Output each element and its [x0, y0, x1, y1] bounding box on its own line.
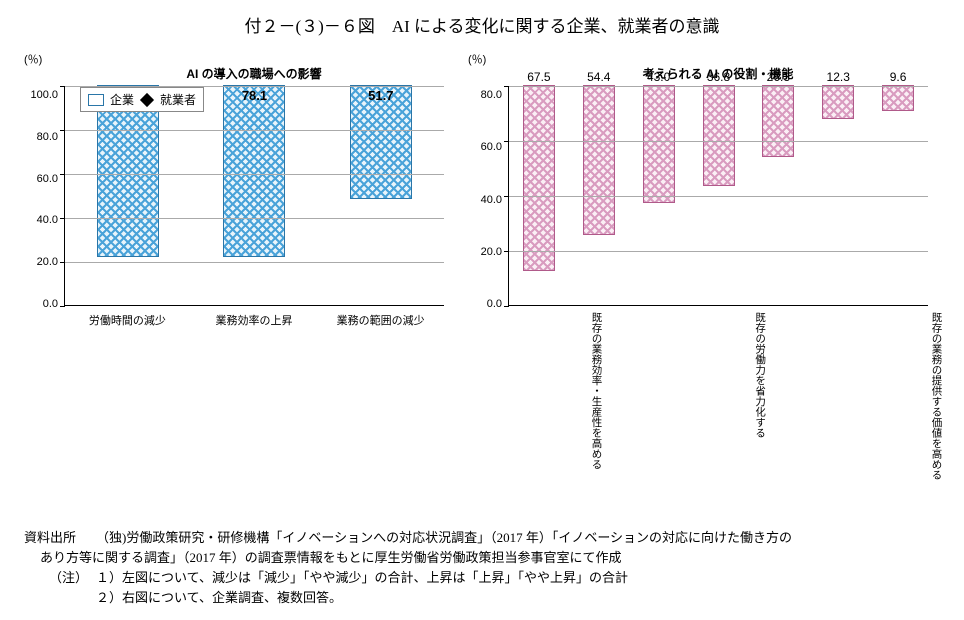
y-tick: 60.0: [468, 142, 502, 153]
x-category-label: 労働時間の減少: [64, 306, 191, 328]
right-plot: 67.5 54.4 43.0 36.8 26.3 12.3 9.6: [508, 86, 928, 306]
role-bar: 9.6: [882, 85, 914, 111]
y-tick: 20.0: [24, 257, 58, 268]
left-y-axis: 100.080.060.040.020.00.0: [24, 86, 64, 306]
left-plot: 83.478.179.478.170.251.7: [64, 86, 444, 306]
x-category-label: 既存の業務効率・生産性を高める: [508, 306, 684, 512]
role-value-label: 54.4: [572, 70, 626, 84]
source-text-1: （独)労働政策研究・研修機構「イノベーションへの対応状況調査」（2017 年）「…: [96, 528, 940, 548]
bar-slot: 54.4: [569, 85, 629, 305]
role-bar: 26.3: [762, 85, 794, 157]
role-value-label: 26.3: [751, 70, 805, 84]
left-chart: (％) AI の導入の職場への影響 企業 就業者 100.0 80.0 60.0 40…: [24, 51, 444, 512]
note-1: １）左図について、減少は「減少」「やや減少」の合計、上昇は「上昇」「やや上昇」の…: [96, 568, 940, 588]
y-tick: 60.0: [24, 174, 58, 185]
role-bar: 67.5: [523, 85, 555, 271]
charts-row: (％) AI の導入の職場への影響 企業 就業者 100.0 80.0 60.0 40…: [24, 51, 940, 512]
role-value-label: 12.3: [811, 70, 865, 84]
legend-label-worker: 就業者: [160, 91, 196, 108]
y-tick: 40.0: [468, 195, 502, 206]
x-category-label: 業務の範囲の減少: [317, 306, 444, 328]
role-value-label: 36.8: [692, 70, 746, 84]
bar-slot: 9.6: [868, 85, 928, 305]
left-legend: 企業 就業者: [80, 87, 204, 112]
role-value-label: 67.5: [512, 70, 566, 84]
role-bar: 54.4: [583, 85, 615, 235]
footnotes: 資料出所 （独)労働政策研究・研修機構「イノベーションへの対応状況調査」（201…: [24, 528, 940, 609]
note-2: ２）右図について、企業調査、複数回答。: [24, 588, 940, 608]
bar-slot: 43.0: [629, 85, 689, 305]
bar-slot: 70.251.7: [318, 85, 444, 305]
company-value-label: 78.1: [224, 88, 284, 103]
y-tick: 0.0: [24, 299, 58, 310]
y-tick: 40.0: [24, 215, 58, 226]
right-x-labels: 既存の業務効率・生産性を高める既存の労働力を省力化する既存の業務の提供する価値を…: [508, 306, 928, 512]
right-chart: (％) 考えられる AI の役割・機能 80.060.040.020.00.0 …: [468, 51, 928, 512]
role-value-label: 9.6: [871, 70, 925, 84]
y-tick: 20.0: [468, 247, 502, 258]
x-category-label: 業務効率の上昇: [191, 306, 318, 328]
left-chart-title: AI の導入の職場への影響: [64, 65, 444, 82]
y-tick: 80.0: [24, 132, 58, 143]
company-bar: 51.7: [350, 85, 412, 199]
bar-slot: 36.8: [689, 85, 749, 305]
x-category-label: 既存の業務の提供する価値を高める: [835, 306, 964, 512]
bar-slot: 79.478.1: [191, 85, 317, 305]
role-bar: 43.0: [643, 85, 675, 203]
company-value-label: 51.7: [351, 88, 411, 103]
right-y-axis: 80.060.040.020.00.0: [468, 86, 508, 306]
legend-swatch-company: [88, 94, 104, 106]
source-label: 資料出所: [24, 528, 96, 548]
bar-slot: 83.478.1: [65, 85, 191, 305]
y-tick: 100.0: [24, 90, 58, 101]
y-tick: 0.0: [468, 299, 502, 310]
left-x-labels: 労働時間の減少業務効率の上昇業務の範囲の減少: [64, 306, 444, 328]
note-label: （注）: [24, 568, 96, 588]
x-category-label: 既存の労働力を省力化する: [684, 306, 835, 512]
bar-slot: 67.5: [509, 85, 569, 305]
bar-slot: 26.3: [748, 85, 808, 305]
left-y-unit: (％): [24, 51, 42, 67]
legend-diamond: [140, 93, 154, 107]
role-bar: 12.3: [822, 85, 854, 119]
bar-slot: 12.3: [808, 85, 868, 305]
legend-label-company: 企業: [110, 91, 134, 108]
figure-title: 付２－(３)－６図 AI による変化に関する企業、就業者の意識: [24, 12, 940, 37]
source-text-2: あり方等に関する調査」（2017 年）の調査票情報をもとに厚生労働省労働政策担当…: [24, 548, 940, 568]
company-bar: 78.1: [223, 85, 285, 257]
role-bar: 36.8: [703, 85, 735, 186]
y-tick: 80.0: [468, 90, 502, 101]
right-y-unit: (％): [468, 51, 486, 67]
role-value-label: 43.0: [632, 70, 686, 84]
